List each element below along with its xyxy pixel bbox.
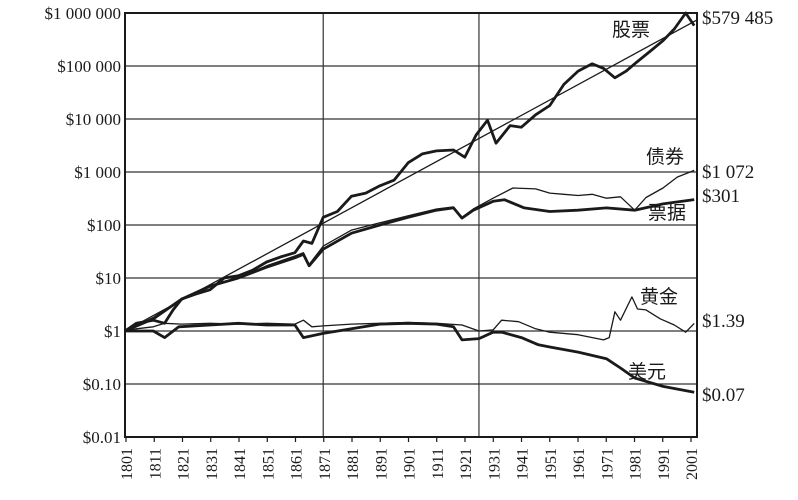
bills-series-label: 票据 <box>648 202 686 224</box>
y-tick-label: $0.10 <box>83 375 121 394</box>
y-axis: $1 000 000 $100 000 $10 000 $1 000 $100 $10 $1… <box>45 4 122 447</box>
series-lines <box>124 11 698 394</box>
dollar-series-label: 美元 <box>628 361 666 383</box>
y-tick-label: $10 000 <box>66 110 121 129</box>
series-labels: $579 485 股票 $1 072 债券 $301 票据 $1.39 黄金 $0.07 美元 <box>612 8 773 406</box>
dollar-line <box>125 321 695 394</box>
gold-line <box>124 296 695 341</box>
gold-series-label: 黄金 <box>640 286 678 308</box>
x-tick-label: 2001 <box>684 448 701 480</box>
dollar-end-value: $0.07 <box>702 385 745 406</box>
x-tick-label: 1881 <box>345 448 362 480</box>
bills-end-value: $301 <box>702 186 740 207</box>
grid <box>125 12 697 438</box>
y-tick-label: $100 <box>87 216 121 235</box>
bills-line <box>124 198 695 333</box>
stocks-end-value: $579 485 <box>702 8 773 29</box>
plot-frame <box>124 12 698 438</box>
x-tick-label: 1911 <box>430 448 447 479</box>
y-tick-label: $1 000 <box>74 163 121 182</box>
trend-line <box>124 19 698 332</box>
x-tick-label: 1801 <box>119 448 136 480</box>
bonds-end-value: $1 072 <box>702 162 754 183</box>
x-tick-label: 1851 <box>260 448 277 480</box>
x-tick-label: 1961 <box>571 448 588 480</box>
y-tick-label: $0.01 <box>83 428 121 447</box>
x-tick-label: 1841 <box>232 448 249 480</box>
y-tick-label: $1 <box>104 322 121 341</box>
x-tick-label: 1891 <box>373 448 390 480</box>
bonds-series-label: 债券 <box>646 146 684 168</box>
x-tick-label: 1901 <box>402 448 419 480</box>
x-tick-label: 1861 <box>289 448 306 480</box>
x-tick-label: 1811 <box>147 448 164 479</box>
x-tick-label: 1821 <box>176 448 193 480</box>
x-tick-label: 1931 <box>486 448 503 480</box>
y-tick-label: $10 <box>96 269 122 288</box>
x-tick-label: 1981 <box>628 448 645 480</box>
x-tick-label: 1971 <box>599 448 616 480</box>
y-tick-label: $1 000 000 <box>45 4 122 23</box>
gold-end-value: $1.39 <box>702 311 745 332</box>
x-tick-label: 1951 <box>543 448 560 480</box>
y-tick-label: $100 000 <box>57 57 121 76</box>
bonds-line <box>124 169 695 332</box>
x-tick-label: 1991 <box>656 448 673 480</box>
stocks-series-label: 股票 <box>612 20 650 41</box>
x-tick-label: 1871 <box>317 448 334 480</box>
x-tick-label: 1921 <box>458 448 475 480</box>
x-tick-label: 1831 <box>204 448 221 480</box>
x-axis: 1801 1811 1821 1831 1841 1851 1861 1871 1881 1891… <box>119 437 701 480</box>
x-tick-label: 1941 <box>515 448 532 480</box>
